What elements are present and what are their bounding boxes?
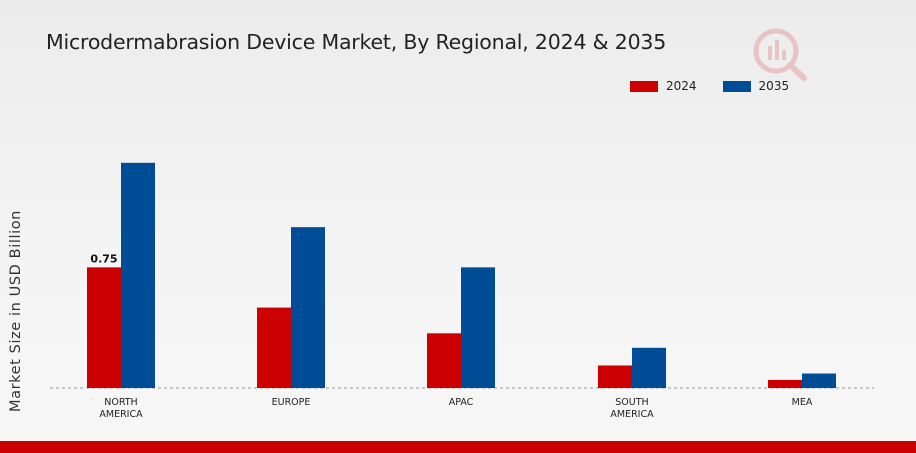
legend-item-2024: 2024 bbox=[630, 79, 697, 93]
legend-label-2024: 2024 bbox=[666, 79, 697, 93]
bar-2035-north-america bbox=[121, 162, 155, 388]
bar-2024-mea bbox=[768, 379, 802, 388]
bar-2024-north-america bbox=[87, 267, 121, 388]
x-tick-label: MEA bbox=[792, 397, 813, 408]
legend-item-2035: 2035 bbox=[722, 79, 790, 93]
x-tick-label: EUROPE bbox=[272, 397, 311, 408]
legend-label-2035: 2035 bbox=[758, 79, 790, 93]
legend-swatch-2035 bbox=[722, 80, 751, 92]
watermark-logo-icon bbox=[753, 28, 807, 81]
chart-legend: 2024 2035 bbox=[630, 79, 815, 93]
bar-2035-europe bbox=[291, 227, 325, 388]
data-label: 0.75 bbox=[90, 252, 117, 265]
bar-2035-south-america bbox=[632, 347, 666, 388]
chart-title: Microdermabrasion Device Market, By Regi… bbox=[46, 30, 667, 54]
x-tick-label: APAC bbox=[449, 397, 474, 408]
bar-2035-mea bbox=[802, 373, 836, 388]
bar-2024-europe bbox=[257, 307, 291, 388]
x-tick-label: SOUTH AMERICA bbox=[610, 397, 654, 420]
bar-2024-apac bbox=[427, 333, 461, 388]
bar-2024-south-america bbox=[598, 365, 632, 388]
x-tick-label: NORTH AMERICA bbox=[99, 397, 143, 420]
bottom-accent-bar bbox=[0, 441, 916, 453]
legend-swatch-2024 bbox=[630, 80, 658, 92]
bar-2035-apac bbox=[461, 267, 495, 388]
